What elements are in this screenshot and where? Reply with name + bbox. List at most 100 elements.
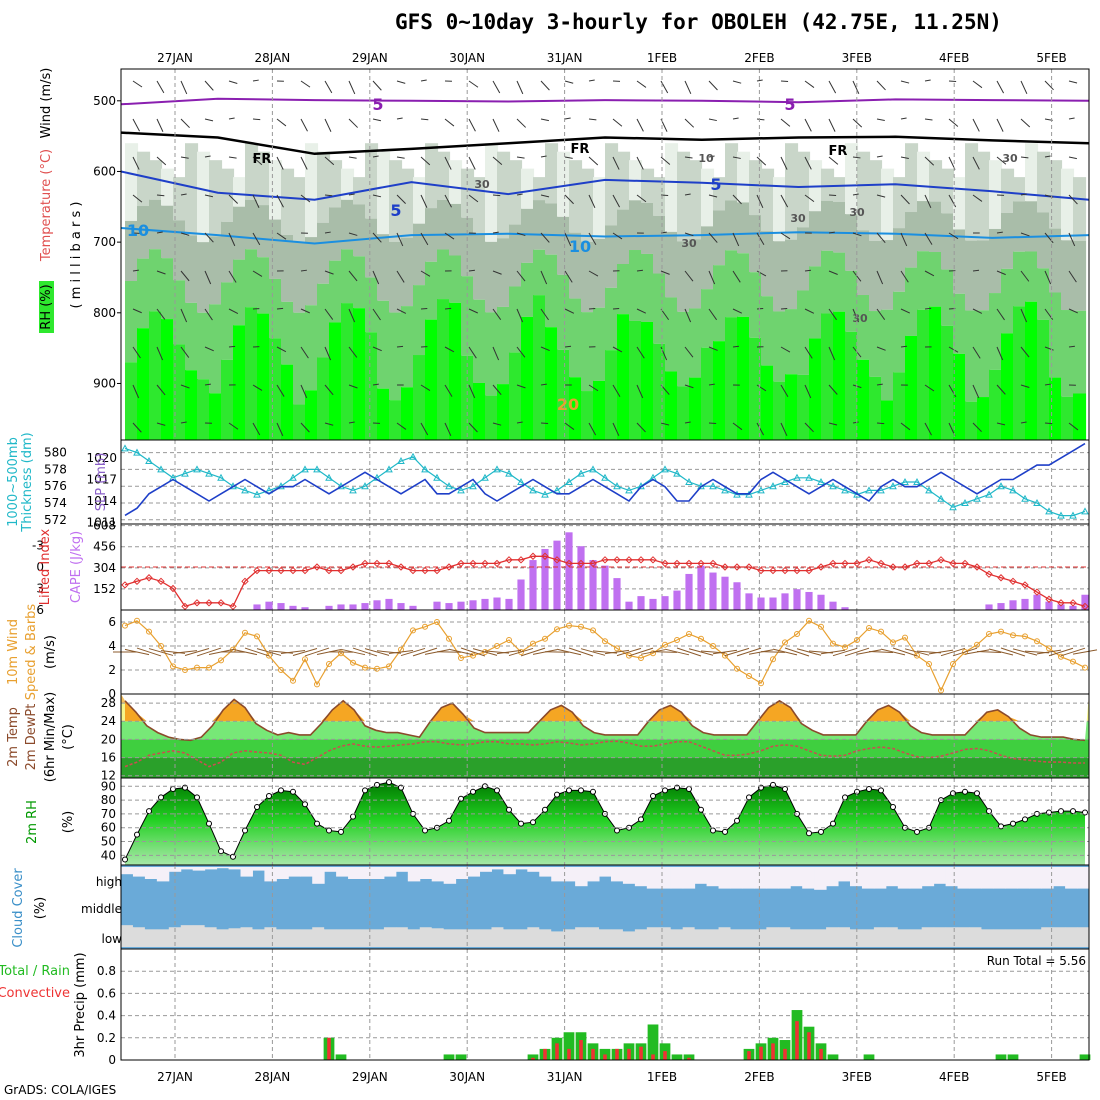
wind-barb bbox=[1044, 80, 1054, 91]
wind-barb bbox=[396, 308, 407, 314]
total-precip-bar bbox=[683, 1054, 695, 1060]
low-cloud-bar bbox=[622, 931, 636, 947]
rh-shade bbox=[557, 216, 571, 275]
rh-shade bbox=[581, 241, 595, 313]
wind-barb bbox=[1000, 647, 1026, 657]
cape-bar bbox=[565, 532, 573, 610]
wind-barb bbox=[564, 270, 573, 283]
wind-speed-marker bbox=[974, 641, 980, 648]
wind-barb bbox=[372, 270, 380, 285]
wind-barb bbox=[420, 194, 428, 208]
thickness-marker bbox=[661, 465, 669, 473]
wind-barb bbox=[396, 117, 403, 120]
wind-barb bbox=[616, 647, 642, 657]
wind-barb bbox=[636, 194, 647, 203]
cape-bar bbox=[745, 593, 753, 610]
low-cloud-gap bbox=[216, 921, 230, 930]
rh-shade bbox=[545, 327, 559, 440]
rh-shade bbox=[617, 314, 631, 440]
low-cloud-gap bbox=[634, 921, 648, 930]
wind-barb bbox=[756, 194, 764, 209]
pressure-tick-label: 900 bbox=[93, 376, 116, 390]
low-cloud-bar bbox=[156, 929, 170, 947]
wind-barb bbox=[924, 384, 935, 392]
wind-barb bbox=[516, 346, 526, 358]
wind-barb bbox=[972, 80, 983, 89]
low-cloud-bar bbox=[575, 927, 588, 947]
wind-barb bbox=[732, 194, 742, 205]
li-cape-panel bbox=[121, 524, 1089, 611]
cape-bar bbox=[253, 604, 261, 610]
thickness-marker bbox=[865, 486, 873, 494]
cape-bar bbox=[589, 560, 597, 610]
wind-barb bbox=[712, 649, 738, 655]
low-cloud-bar bbox=[969, 927, 982, 947]
rh-shade bbox=[137, 151, 151, 207]
wind-speed-marker bbox=[782, 639, 788, 646]
rh-shade bbox=[389, 160, 403, 242]
rh-shade bbox=[929, 160, 943, 202]
wind-barb bbox=[132, 269, 139, 272]
rh-shade bbox=[521, 316, 535, 440]
rh-shade bbox=[365, 332, 379, 440]
rh-shade bbox=[137, 258, 151, 329]
cape-bar bbox=[601, 565, 609, 610]
wind-barb bbox=[324, 156, 335, 166]
rh-marker bbox=[146, 808, 152, 815]
wind-barb bbox=[252, 194, 260, 208]
rh-shade bbox=[605, 143, 619, 226]
low-cloud-gap bbox=[443, 921, 457, 930]
low-cloud-bar bbox=[742, 929, 755, 947]
rh-marker bbox=[806, 830, 812, 837]
wind-barb bbox=[276, 307, 284, 310]
rh-shade bbox=[221, 282, 235, 360]
rh-shade bbox=[377, 151, 391, 235]
wind-speed-marker bbox=[770, 656, 776, 663]
temp-tick-label: 24 bbox=[101, 714, 116, 728]
rh-shade bbox=[713, 341, 727, 440]
wind-barb bbox=[804, 80, 815, 88]
rh-shade bbox=[845, 270, 859, 332]
li-marker bbox=[997, 574, 1005, 582]
li-marker bbox=[373, 559, 381, 568]
wind-barb bbox=[828, 270, 838, 275]
cape-bar bbox=[985, 604, 993, 610]
wind-speed-marker bbox=[938, 687, 944, 694]
cape-bar bbox=[829, 601, 837, 610]
rh-tick-label: 40 bbox=[101, 848, 116, 862]
temperature-axis-label: Temperature (°C) bbox=[39, 149, 54, 262]
cape-bar bbox=[793, 589, 801, 610]
wind-barb bbox=[252, 118, 261, 121]
rh-shade bbox=[905, 335, 919, 440]
wind-barb bbox=[732, 308, 743, 314]
low-cloud-gap bbox=[527, 921, 540, 928]
rh-shade bbox=[785, 143, 799, 240]
rh-shade bbox=[581, 168, 595, 242]
wind-speed-marker bbox=[926, 661, 932, 667]
rh-shade bbox=[737, 202, 751, 254]
rh-shade bbox=[197, 151, 211, 243]
wind-barb bbox=[372, 346, 382, 352]
wind-barb bbox=[516, 118, 527, 128]
low-cloud-bar bbox=[300, 929, 313, 947]
wind-barb bbox=[664, 648, 690, 656]
wind-barb bbox=[564, 422, 575, 430]
li-marker bbox=[529, 552, 537, 560]
low-cloud-gap bbox=[348, 921, 361, 930]
rh-shade bbox=[941, 325, 955, 440]
high-cloud-gap bbox=[252, 867, 265, 871]
rh-shade bbox=[413, 355, 427, 440]
high-cloud-gap bbox=[324, 867, 337, 872]
low-cloud-gap bbox=[204, 921, 218, 928]
rh-shade bbox=[233, 177, 247, 207]
wind-barb bbox=[1020, 80, 1028, 95]
wind-barb bbox=[276, 384, 285, 397]
rh-shade bbox=[1025, 251, 1039, 302]
rh-marker bbox=[218, 848, 224, 855]
pressure-tick-label: 500 bbox=[93, 94, 116, 108]
high-cloud-gap bbox=[933, 867, 947, 884]
thickness-marker bbox=[625, 486, 633, 494]
rh-shade bbox=[509, 352, 523, 440]
cape-bar bbox=[337, 604, 345, 610]
